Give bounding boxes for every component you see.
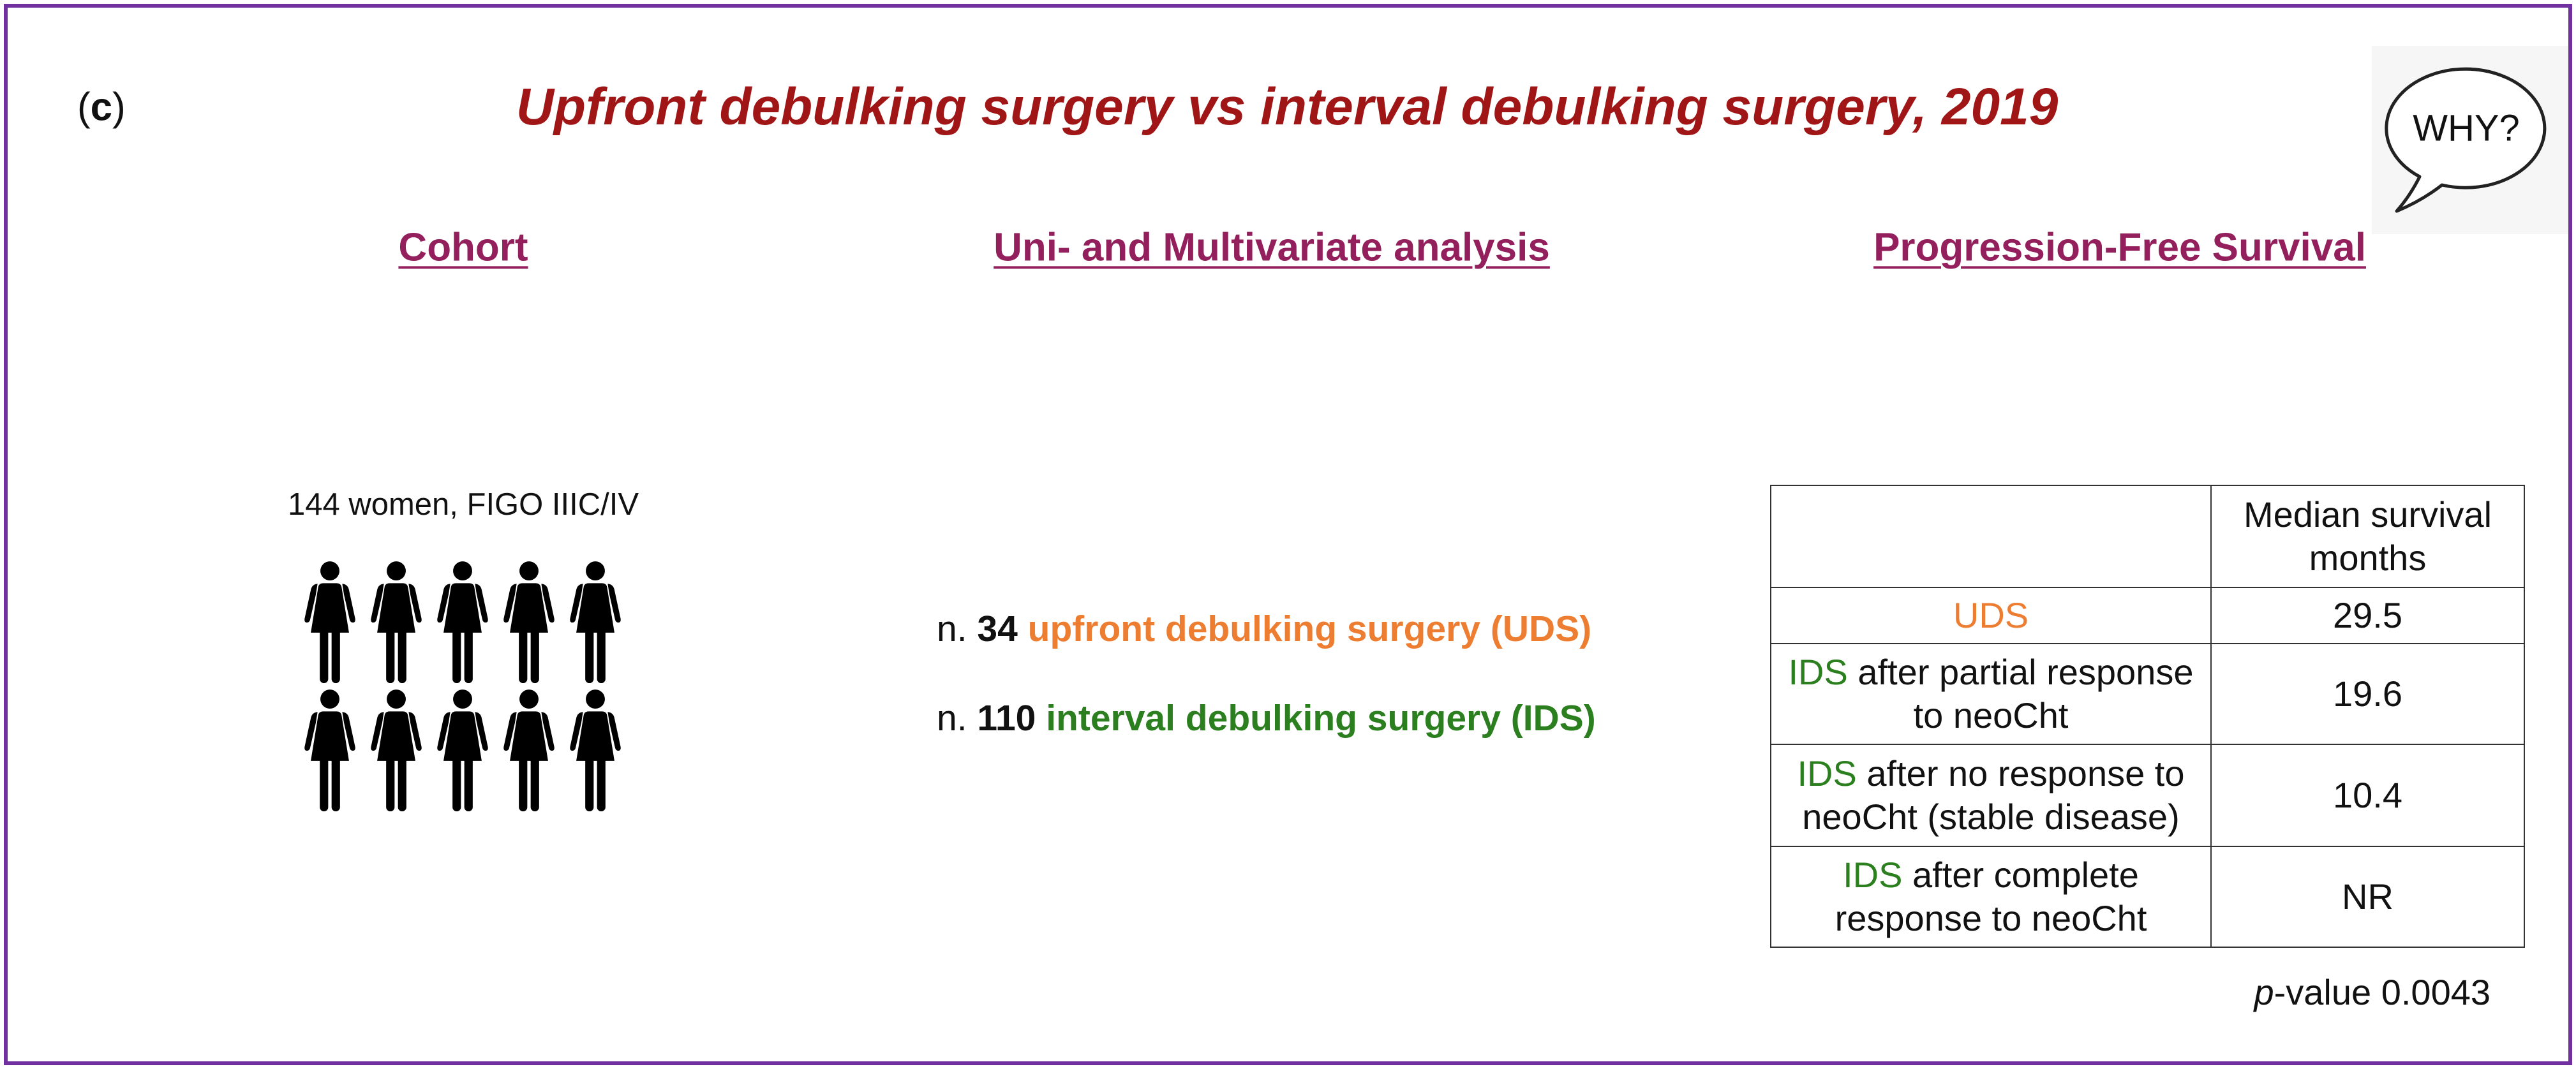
p-value-label: -value <box>2274 971 2372 1012</box>
table-row-ids-complete: IDS after complete response to neoCht NR <box>1770 846 2525 948</box>
woman-icon <box>567 561 623 684</box>
cohort-heading: Cohort <box>398 225 528 270</box>
count-prefix: n. <box>937 608 967 650</box>
group-label-ids: IDS <box>1788 651 1848 692</box>
table-row-ids-no-response: IDS after no response to neoCht (stable … <box>1770 744 2525 847</box>
woman-icon <box>368 689 424 813</box>
analysis-heading: Uni- and Multivariate analysis <box>994 225 1550 270</box>
table-cell-group: IDS after complete response to neoCht <box>1770 846 2212 948</box>
table-header-cell: Median survival months <box>2210 485 2525 588</box>
table-cell-median: 10.4 <box>2210 744 2525 847</box>
panel-label-open: ( <box>77 85 91 129</box>
median-survival-table: Median survival months UDS 29.5 IDS afte… <box>1770 485 2525 948</box>
group-detail: after no response to neoCht (stable dise… <box>1802 753 2185 837</box>
table-cell-group: IDS after no response to neoCht (stable … <box>1770 744 2212 847</box>
woman-icon <box>435 561 491 684</box>
table-cell-group: IDS after partial response to neoCht <box>1770 643 2212 745</box>
table-cell-median: 29.5 <box>2210 587 2525 644</box>
table-cell-median: NR <box>2210 846 2525 948</box>
panel-label-letter: c <box>90 85 113 129</box>
woman-icon <box>501 561 557 684</box>
figure-title: Upfront debulking surgery vs interval de… <box>516 77 2059 136</box>
p-value-symbol: p <box>2254 971 2274 1012</box>
median-survival-header: Median survival months <box>2243 494 2492 578</box>
figure-frame <box>4 4 2572 1065</box>
table-cell-group: UDS <box>1770 587 2212 644</box>
cohort-description: 144 women, FIGO IIIC/IV <box>287 487 639 522</box>
p-value: p-value 0.0043 <box>2254 972 2490 1013</box>
table-header-blank-cell <box>1770 485 2212 588</box>
table-row-uds: UDS 29.5 <box>1770 587 2525 644</box>
woman-icon <box>567 689 623 813</box>
speech-bubble-text: WHY? <box>2413 107 2520 149</box>
woman-icon <box>435 689 491 813</box>
pfs-heading: Progression-Free Survival <box>1873 225 2366 270</box>
woman-icon <box>368 561 424 684</box>
ids-count: 110 <box>977 698 1036 739</box>
table-cell-median: 19.6 <box>2210 643 2525 745</box>
speech-bubble-icon <box>2385 67 2547 213</box>
group-detail: after complete response to neoCht <box>1835 854 2147 938</box>
count-prefix: n. <box>937 698 967 739</box>
panel-label-close: ) <box>112 85 126 129</box>
uds-count-line: n. 34 upfront debulking surgery (UDS) <box>937 608 1591 651</box>
p-value-number: 0.0043 <box>2381 971 2490 1012</box>
table-header-row: Median survival months <box>1770 485 2525 588</box>
women-icon-grid <box>302 561 623 813</box>
group-label-ids: IDS <box>1843 854 1903 895</box>
uds-label: upfront debulking surgery (UDS) <box>1027 608 1592 650</box>
woman-icon <box>302 689 358 813</box>
table-row-ids-partial: IDS after partial response to neoCht 19.… <box>1770 643 2525 745</box>
panel-label: (c) <box>77 84 126 129</box>
woman-icon <box>302 561 358 684</box>
group-detail: after partial response to neoCht <box>1858 651 2194 735</box>
ids-count-line: n. 110 interval debulking surgery (IDS) <box>937 698 1596 740</box>
ids-label: interval debulking surgery (IDS) <box>1046 698 1596 739</box>
group-label-ids: IDS <box>1797 753 1857 793</box>
uds-count: 34 <box>977 608 1018 650</box>
woman-icon <box>501 689 557 813</box>
group-label-uds: UDS <box>1953 594 2029 635</box>
